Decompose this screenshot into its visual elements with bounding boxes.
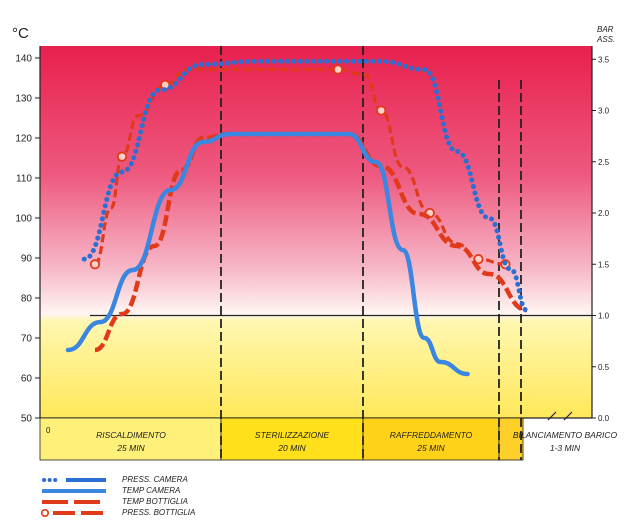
legend-swatch [40,497,108,507]
series-line-press-bottiglia [93,67,506,266]
legend-label: TEMP BOTTIGLIA [122,497,188,506]
phase-name-label: BILANCIAMENTO BARICO [513,430,618,440]
legend-label: PRESS. CAMERA [122,475,188,484]
series-line-temp-camera [65,131,470,377]
origin-label: 0 [46,426,51,435]
phase-duration-label: 20 MIN [277,443,306,453]
phase-band [498,417,524,461]
phase-duration-label: 25 MIN [116,443,145,453]
left-tick-label: 120 [15,134,32,145]
phase-name-label: RISCALDIMENTO [96,430,166,440]
plot-background [40,46,592,418]
legend-swatch-graphic [42,488,106,493]
left-unit-label: °C [12,25,29,42]
series-line-temp-bottiglia [94,131,528,353]
phase-name-label: STERILIZZAZIONE [255,430,329,440]
right-unit-label: BAR [597,25,614,34]
left-tick-label: 70 [21,334,33,345]
legend-swatch [40,475,108,485]
legend-swatch-mark [40,508,50,517]
right-tick-label: 2.0 [598,209,610,218]
chart-canvas: 140 130 120 110 100 90 80 70 60 50 3.5 3.0 2.5 2.0 1.5… [12,25,618,461]
left-tick-label: 50 [21,414,33,425]
legend-item: PRESS. CAMERA [40,474,340,485]
left-tick-label: 100 [15,214,32,225]
left-tick-label: 130 [15,94,32,105]
series-point-press-bottiglia [116,151,128,162]
right-tick-label: 0.0 [598,414,610,423]
axis-break-mark [547,411,573,421]
legend-swatch-graphic [42,499,106,504]
right-tick-label: 1.5 [598,260,610,269]
legend-swatch [40,508,108,518]
series-point-press-bottiglia [376,105,387,116]
legend-label: PRESS. BOTTIGLIA [122,508,196,517]
right-tick-label: 0.5 [598,363,610,372]
right-tick-label: 3.5 [598,55,610,64]
right-tick-label: 1.0 [598,312,610,321]
left-tick-label: 60 [21,374,33,385]
legend-swatch [40,486,108,496]
left-tick-label: 110 [16,174,32,185]
chart-legend: PRESS. CAMERA TEMP CAMERA TEMP BOTTIGLIA PR… [40,474,340,518]
series-line-press-camera [81,58,530,313]
series-point-press-bottiglia [332,64,344,75]
legend-item: PRESS. BOTTIGLIA [40,507,340,518]
phase-duration-label: 25 MIN [416,443,445,453]
right-tick-label: 3.0 [598,107,610,116]
series-point-press-bottiglia [89,259,101,270]
legend-item: TEMP CAMERA [40,485,340,496]
right-unit-label: ASS. [596,35,615,44]
legend-swatch-graphic [42,477,106,482]
left-tick-label: 90 [21,254,33,265]
legend-label: TEMP CAMERA [122,486,181,495]
left-tick-label: 140 [15,54,32,65]
left-tick-label: 80 [21,294,33,305]
legend-swatch-graphic [40,508,106,517]
legend-item: TEMP BOTTIGLIA [40,496,340,507]
phase-duration-label: 1-3 MIN [550,443,581,453]
phase-band [362,417,500,461]
right-tick-label: 2.5 [598,158,610,167]
phase-name-label: RAFFREDDAMENTO [390,430,473,440]
